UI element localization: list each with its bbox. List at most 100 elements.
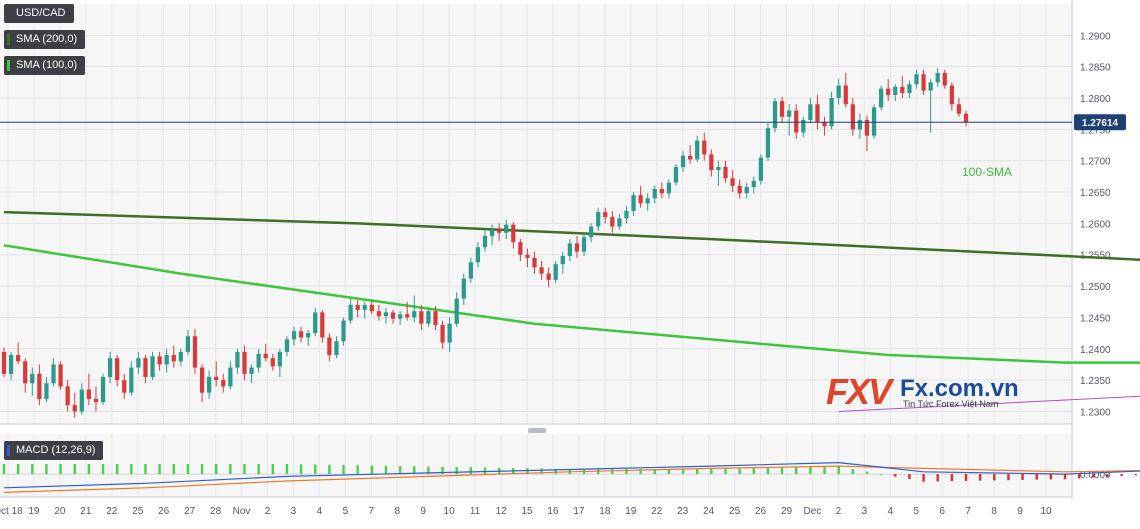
candle bbox=[928, 79, 933, 133]
candle-body bbox=[298, 331, 304, 338]
candle bbox=[270, 353, 275, 371]
macd-histogram-bar bbox=[384, 465, 388, 475]
sma100-legend[interactable]: SMA (100,0) bbox=[4, 56, 86, 75]
macd-histogram-bar bbox=[469, 467, 473, 475]
candle-body bbox=[730, 178, 735, 186]
candle bbox=[178, 348, 183, 367]
macd-histogram-bar bbox=[1049, 474, 1053, 480]
current-price-label: 1.27614 bbox=[1082, 118, 1119, 129]
candle bbox=[454, 292, 459, 327]
candle-body bbox=[928, 82, 933, 91]
candle-body bbox=[355, 304, 360, 310]
candle bbox=[298, 326, 304, 343]
macd-histogram-bar bbox=[752, 468, 755, 475]
candle-body bbox=[539, 267, 544, 274]
macd-histogram-bar bbox=[625, 469, 628, 475]
candle-body bbox=[645, 198, 650, 204]
candle bbox=[836, 79, 841, 105]
candle bbox=[921, 69, 926, 95]
candle-body bbox=[787, 110, 792, 117]
macd-histogram-bar bbox=[299, 464, 303, 475]
candle bbox=[808, 98, 813, 124]
candle bbox=[532, 251, 537, 274]
y-tick-label: 1.2800 bbox=[1080, 94, 1111, 105]
candle-body bbox=[468, 262, 473, 279]
macd-histogram-bar bbox=[87, 464, 91, 475]
symbol-legend[interactable]: USD/CAD bbox=[4, 4, 74, 23]
macd-histogram-bar bbox=[1134, 474, 1137, 476]
macd-histogram-bar bbox=[271, 464, 274, 475]
candle bbox=[115, 355, 120, 387]
candle-body bbox=[136, 358, 141, 368]
sma100-line bbox=[3, 244, 1140, 364]
x-tick-label: 16 bbox=[547, 506, 559, 517]
candle-body bbox=[327, 337, 332, 356]
candle-body bbox=[822, 121, 827, 127]
y-tick-label: 1.2850 bbox=[1080, 63, 1111, 74]
candle bbox=[199, 364, 205, 403]
panel-resize-handle[interactable] bbox=[528, 428, 546, 433]
candle-body bbox=[242, 351, 247, 374]
candle-body bbox=[504, 224, 509, 233]
candle-body bbox=[482, 235, 488, 248]
candle bbox=[65, 380, 70, 412]
candle bbox=[695, 135, 700, 162]
x-tick-label: 2 bbox=[265, 506, 271, 517]
candle bbox=[192, 328, 198, 374]
candle bbox=[277, 348, 282, 377]
candle-body bbox=[638, 195, 643, 204]
x-tick-label: 9 bbox=[420, 506, 426, 517]
candle-body bbox=[836, 85, 841, 99]
candle-body bbox=[143, 358, 148, 377]
candle-body bbox=[744, 187, 749, 194]
macd-histogram-bar bbox=[766, 467, 770, 475]
macd-histogram-bar bbox=[257, 464, 260, 475]
candle bbox=[433, 306, 438, 330]
x-tick-label: 22 bbox=[106, 506, 118, 517]
candle-body bbox=[263, 353, 268, 359]
y-tick-label: 1.2400 bbox=[1080, 345, 1111, 356]
candle bbox=[362, 301, 367, 319]
candle-body bbox=[8, 355, 14, 374]
candle bbox=[221, 373, 226, 393]
candle-body bbox=[567, 243, 573, 256]
macd-zero-label: 0.0000 bbox=[1080, 470, 1111, 481]
candle bbox=[185, 329, 191, 356]
candle bbox=[610, 210, 615, 233]
candle-body bbox=[86, 389, 92, 399]
y-tick-label: 1.2750 bbox=[1080, 125, 1111, 136]
candle bbox=[638, 185, 643, 208]
candle-body bbox=[751, 180, 756, 188]
candle bbox=[829, 91, 834, 130]
x-tick-label: 6 bbox=[939, 506, 945, 517]
macd-histogram-bar bbox=[370, 465, 374, 475]
candle-body bbox=[801, 119, 806, 133]
sma200-legend[interactable]: SMA (200,0) bbox=[4, 30, 86, 49]
macd-histogram-bar bbox=[950, 474, 954, 482]
candle bbox=[567, 239, 573, 262]
x-tick-label: 20 bbox=[54, 506, 66, 517]
candle bbox=[383, 308, 389, 324]
candle bbox=[914, 69, 919, 89]
candle bbox=[900, 76, 905, 99]
candle bbox=[263, 343, 268, 362]
candle bbox=[518, 239, 523, 262]
candle bbox=[143, 355, 148, 384]
candle bbox=[475, 242, 481, 268]
candle bbox=[327, 333, 332, 362]
macd-signal-line bbox=[3, 465, 1140, 493]
candle bbox=[405, 301, 410, 321]
candle-body bbox=[235, 351, 240, 368]
candle-body bbox=[150, 356, 155, 377]
candle bbox=[645, 193, 650, 211]
macd-legend[interactable]: MACD (12,26,9) bbox=[4, 441, 104, 460]
candle bbox=[893, 84, 898, 102]
candle-body bbox=[454, 298, 459, 324]
candle bbox=[581, 232, 587, 256]
candle-body bbox=[320, 312, 325, 338]
y-tick-label: 1.2650 bbox=[1080, 188, 1111, 199]
candle bbox=[79, 383, 84, 415]
macd-histogram-bar bbox=[540, 468, 543, 475]
macd-histogram-bar bbox=[73, 464, 76, 475]
